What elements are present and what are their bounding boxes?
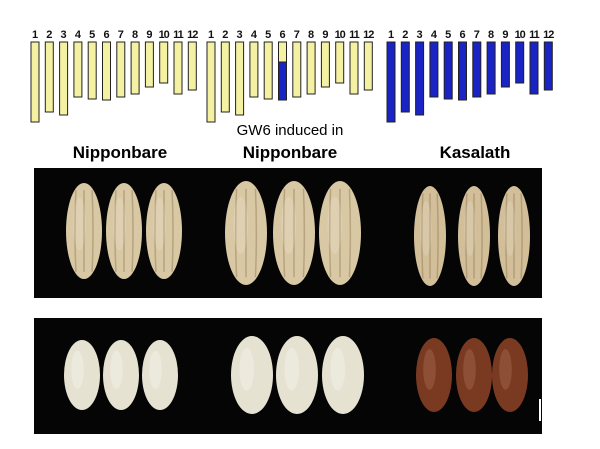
chromosome-number-nipponbare-4: 4 — [74, 29, 81, 41]
chromosome-number-kasalath-1: 1 — [387, 29, 395, 41]
brown-rice-gw6-1 — [231, 336, 273, 414]
brown-rice-kasalath-3 — [492, 338, 528, 412]
chromosome-gw6-7 — [292, 41, 302, 98]
chromosome-number-kasalath-8: 8 — [488, 29, 495, 41]
chromosome-kasalath-12 — [543, 41, 553, 91]
chromosome-number-kasalath-2: 2 — [402, 29, 409, 41]
chromosome-nipponbare-6 — [102, 41, 111, 101]
chromosome-nipponbare-3 — [59, 41, 69, 116]
chromosome-number-nipponbare-7: 7 — [117, 29, 124, 41]
chromosome-number-gw6-4: 4 — [250, 29, 257, 41]
chromosome-kasalath-9 — [500, 41, 510, 88]
chromosome-number-kasalath-10: 10 — [514, 29, 526, 41]
paddy-grain-kasalath-1 — [414, 186, 446, 286]
chromosome-gw6-9 — [320, 41, 330, 88]
chromosome-number-kasalath-3: 3 — [416, 29, 423, 41]
brown-rice-kasalath-1 — [416, 338, 452, 412]
chromosome-nipponbare-9 — [144, 41, 154, 88]
chromosome-kasalath-7 — [472, 41, 482, 98]
paddy-grain-nipponbare-1 — [66, 183, 102, 279]
chromosome-nipponbare-4 — [73, 41, 83, 98]
brown-rice-nipponbare-2 — [103, 340, 139, 410]
chromosome-nipponbare-2 — [44, 41, 54, 113]
panel-label-gw6-line2: Nipponbare — [242, 143, 338, 162]
chromosome-nipponbare-11 — [173, 41, 183, 95]
chromosome-number-gw6-11: 11 — [349, 29, 360, 41]
chromosome-number-gw6-9: 9 — [322, 29, 329, 41]
chromosome-number-nipponbare-10: 10 — [158, 29, 170, 41]
paddy-grain-kasalath-3 — [498, 186, 530, 286]
chromosome-number-gw6-6: 6 — [279, 29, 286, 41]
paddy-grain-gw6-3 — [319, 181, 361, 285]
panel-label-gw6-line1: GW6 induced in — [236, 122, 344, 139]
chromosome-kasalath-5 — [443, 41, 453, 100]
paddy-grain-nipponbare-2 — [106, 183, 142, 279]
brown-rice-gw6-2 — [276, 336, 318, 414]
chromosome-nipponbare-8 — [130, 41, 140, 95]
paddy-grain-nipponbare-3 — [146, 183, 182, 279]
chromosome-nipponbare-5 — [87, 41, 97, 100]
chromosome-gw6-11 — [349, 41, 359, 95]
chromosome-number-kasalath-5: 5 — [445, 29, 452, 41]
chromosome-number-nipponbare-9: 9 — [146, 29, 153, 41]
chromosome-number-nipponbare-3: 3 — [60, 29, 67, 41]
chromosome-nipponbare-7 — [116, 41, 126, 98]
chromosome-kasalath-2 — [400, 41, 410, 113]
chromosome-gw6-3 — [235, 41, 245, 116]
paddy-grain-gw6-1 — [225, 181, 267, 285]
paddy-grain-gw6-2 — [273, 181, 315, 285]
chromosome-gw6-12 — [363, 41, 373, 91]
chromosome-number-gw6-12: 12 — [363, 29, 374, 41]
chromosome-number-gw6-2: 2 — [222, 29, 229, 41]
chromosome-kasalath-3 — [415, 41, 425, 116]
chromosome-kasalath-6 — [458, 41, 467, 101]
chromosome-number-kasalath-6: 6 — [459, 29, 466, 41]
chromosome-nipponbare-12 — [187, 41, 197, 91]
chromosome-gw6-8 — [306, 41, 316, 95]
chromosome-gw6-1 — [206, 41, 216, 123]
chromosome-number-nipponbare-8: 8 — [132, 29, 139, 41]
brown-rice-gw6-3 — [322, 336, 364, 414]
paddy-grain-kasalath-2 — [458, 186, 490, 286]
chromosome-number-kasalath-4: 4 — [430, 29, 437, 41]
scale-bar — [539, 399, 541, 421]
karyotype-diagram — [30, 41, 553, 123]
chromosome-kasalath-11 — [529, 41, 539, 95]
chromosome-number-nipponbare-6: 6 — [103, 29, 110, 41]
brown-rice-nipponbare-3 — [142, 340, 178, 410]
chromosome-number-gw6-1: 1 — [207, 29, 215, 41]
chromosome-number-gw6-5: 5 — [265, 29, 272, 41]
chromosome-nipponbare-10 — [159, 41, 169, 84]
introgressed-segment-chr6 — [278, 61, 287, 101]
chromosome-nipponbare-1 — [30, 41, 40, 123]
chromosome-number-nipponbare-1: 1 — [31, 29, 39, 41]
brown-rice-kasalath-2 — [456, 338, 492, 412]
chromosome-number-nipponbare-5: 5 — [89, 29, 96, 41]
paddy-grain-photo — [34, 168, 542, 298]
chromosome-number-gw6-10: 10 — [334, 29, 346, 41]
chromosome-number-gw6-3: 3 — [236, 29, 243, 41]
chromosome-kasalath-10 — [515, 41, 525, 84]
brown-rice-photo — [34, 318, 542, 434]
chromosome-gw6-2 — [220, 41, 230, 113]
chromosome-gw6-10 — [335, 41, 345, 84]
chromosome-number-gw6-7: 7 — [293, 29, 300, 41]
panel-label-kasalath: Kasalath — [439, 143, 511, 162]
chromosome-kasalath-8 — [486, 41, 496, 95]
chromosome-gw6-5 — [263, 41, 273, 100]
chromosome-number-nipponbare-11: 11 — [173, 29, 184, 41]
chromosome-kasalath-4 — [429, 41, 439, 98]
chromosome-number-kasalath-12: 12 — [543, 29, 554, 41]
chromosome-number-gw6-8: 8 — [308, 29, 315, 41]
chromosome-number-kasalath-11: 11 — [529, 29, 540, 41]
chromosome-number-kasalath-7: 7 — [473, 29, 480, 41]
chromosome-number-nipponbare-12: 12 — [187, 29, 198, 41]
chromosome-number-kasalath-9: 9 — [502, 29, 509, 41]
chromosome-kasalath-1 — [386, 41, 396, 123]
chromosome-number-nipponbare-2: 2 — [46, 29, 53, 41]
panel-label-nipponbare: Nipponbare — [72, 143, 168, 162]
chromosome-gw6-4 — [249, 41, 259, 98]
brown-rice-nipponbare-1 — [64, 340, 100, 410]
